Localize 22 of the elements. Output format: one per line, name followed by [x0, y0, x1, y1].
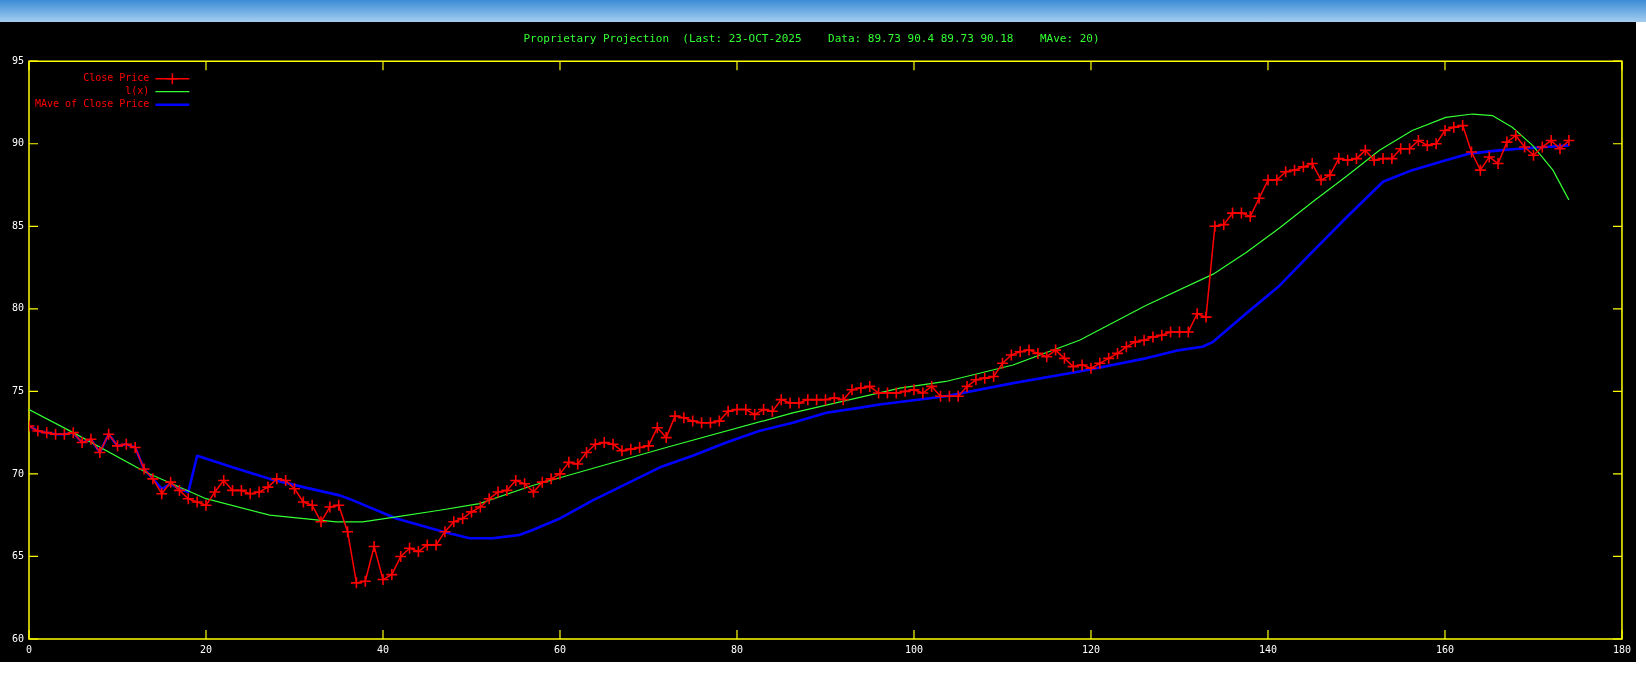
x-tick-label: 60: [553, 643, 567, 655]
y-tick-label: 95: [11, 54, 24, 66]
y-tick-label: 85: [11, 219, 24, 231]
y-tick-label: 80: [11, 302, 24, 314]
y-tick-label: 60: [11, 632, 24, 644]
legend-label: l(x): [125, 85, 150, 97]
x-tick-label: 80: [730, 643, 744, 655]
x-tick-label: 20: [199, 643, 213, 655]
x-tick-label: 160: [1435, 643, 1454, 655]
y-tick-label: 75: [11, 384, 24, 396]
x-tick-label: 100: [904, 643, 924, 655]
y-tick-label: 70: [11, 467, 24, 479]
x-tick-label: 120: [1081, 643, 1101, 655]
legend-label: MAve of Close Price: [35, 98, 150, 110]
x-tick-label: 0: [25, 643, 33, 655]
chart-title: Proprietary Projection (Last: 23-OCT-2025 Data: 89.73 90.4 89.73 90.18 MAve: 20): [523, 32, 1100, 46]
x-tick-label: 140: [1258, 643, 1278, 655]
y-tick-label: 65: [11, 550, 24, 562]
y-tick-label: 90: [11, 137, 24, 149]
x-tick-label: 180: [1612, 643, 1631, 655]
x-tick-label: 40: [376, 643, 390, 655]
legend-label: Close Price: [83, 72, 150, 84]
